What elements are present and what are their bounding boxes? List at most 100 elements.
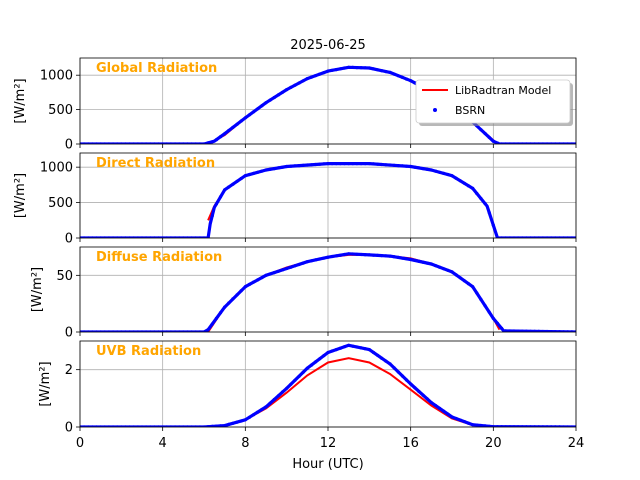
bsrn-point [260,169,264,173]
bsrn-point [334,162,338,166]
bsrn-point [243,418,247,422]
panel-label: Diffuse Radiation [96,250,222,265]
bsrn-point [483,202,487,206]
bsrn-point [384,254,388,258]
bsrn-point [210,322,214,326]
y-tick-label: 0 [65,232,73,247]
bsrn-point [285,266,289,271]
bsrn-point [483,304,487,308]
bsrn-point [553,330,557,332]
bsrn-point [413,386,417,390]
bsrn-point [553,425,557,427]
bsrn-point [471,423,475,427]
bsrn-point [334,254,338,258]
bsrn-point [206,425,210,427]
bsrn-point [475,191,479,196]
bsrn-point [326,162,330,166]
bsrn-point [409,164,413,169]
figure-title: 2025-06-25 [290,38,366,53]
bsrn-point [504,329,508,332]
bsrn-point [454,176,458,180]
bsrn-point [247,282,252,286]
bsrn-point [404,77,409,81]
x-tick-labels: 0 4 8 12 16 20 24 [76,436,584,451]
bsrn-point [318,72,322,76]
bsrn-point [491,425,495,427]
bsrn-point [260,407,264,412]
bsrn-point [256,170,260,174]
bsrn-point [520,329,524,332]
bsrn-point [260,276,264,280]
legend-bsrn-label: BSRN [455,104,485,117]
bsrn-point [495,141,500,144]
bsrn-point [537,425,541,427]
bsrn-point [433,264,438,268]
bsrn-point [280,390,285,394]
bsrn-point [359,346,363,350]
bsrn-point [367,253,371,257]
y-tick-label: 1000 [40,69,73,84]
bsrn-point [218,135,223,139]
bsrn-point [206,328,210,332]
bsrn-point [347,65,351,69]
y-tick-label: 500 [48,196,73,211]
bsrn-point [305,366,309,370]
bsrn-point [413,258,417,262]
bsrn-point [235,179,239,183]
bsrn-point [227,185,231,189]
bsrn-point [388,163,392,167]
bsrn-point [264,101,268,105]
bsrn-point [260,104,264,108]
bsrn-point [471,285,475,289]
bsrn-point [392,72,396,76]
bsrn-point [442,267,446,271]
bsrn-point [491,316,495,320]
bsrn-point [516,329,520,332]
bsrn-point [376,162,380,166]
bsrn-point [272,271,276,275]
bsrn-point [413,81,417,85]
bsrn-point [309,75,314,79]
bsrn-point [396,370,400,374]
bsrn-point [367,162,371,166]
bsrn-point [338,162,342,166]
bsrn-point [475,423,479,427]
bsrn-point [371,253,376,257]
bsrn-point [376,353,380,357]
bsrn-point [247,113,252,117]
bsrn-point [268,167,272,171]
x-tick-label: 20 [485,436,502,451]
bsrn-point [289,85,293,89]
bsrn-point [347,252,351,256]
bsrn-point [280,268,285,272]
bsrn-point [231,297,235,301]
y-axis-label: [W/m²] [38,361,53,406]
bsrn-point [528,329,533,332]
bsrn-point [272,95,276,100]
bsrn-point [367,66,371,70]
bsrn-point [347,162,351,166]
bsrn-point [421,393,425,397]
bsrn-point [479,423,483,427]
bsrn-point [268,98,272,102]
bsrn-point [446,412,450,416]
bsrn-point [252,413,256,417]
bsrn-point [462,420,466,424]
bsrn-point [289,382,293,386]
bsrn-point [301,79,305,83]
bsrn-point [351,162,355,166]
bsrn-point [384,359,388,363]
panel-0: 0 500 1000 [W/m²] Global Radiation [13,57,577,153]
bsrn-point [516,425,520,427]
bsrn-point [347,343,351,347]
bsrn-point [433,169,438,173]
bsrn-point [404,257,409,261]
y-tick-label: 0 [65,421,73,436]
bsrn-point [495,425,500,427]
bsrn-point [438,265,442,269]
bsrn-point [417,389,421,394]
bsrn-point [429,262,433,266]
bsrn-point [227,301,231,305]
bsrn-point [417,259,421,263]
